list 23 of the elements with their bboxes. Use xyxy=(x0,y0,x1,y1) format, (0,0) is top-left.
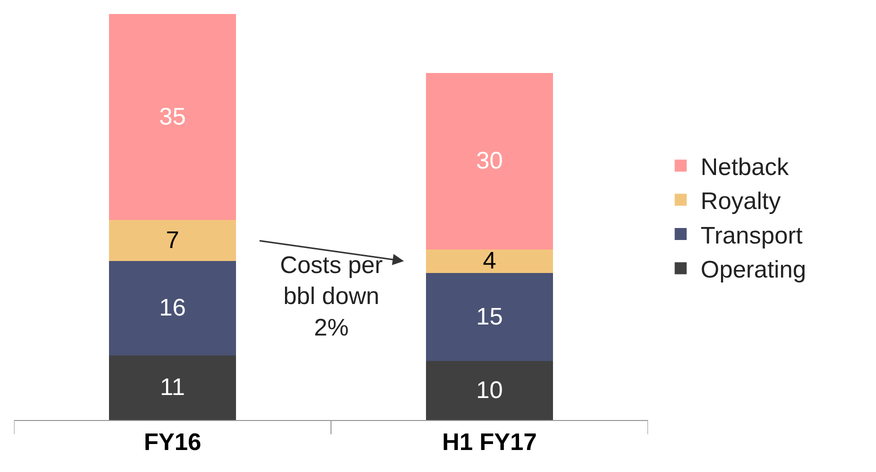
data-label: 7 xyxy=(166,227,180,254)
data-label: 35 xyxy=(159,103,186,130)
data-label: 15 xyxy=(476,304,503,331)
data-label: 16 xyxy=(159,294,186,322)
bar xyxy=(109,355,236,420)
data-label: 4 xyxy=(482,248,496,275)
legend-label: Operating xyxy=(700,256,806,284)
x-tick-label: H1 FY17 xyxy=(442,428,537,456)
bar xyxy=(109,220,236,262)
bar xyxy=(426,249,553,273)
data-label: 11 xyxy=(160,374,185,402)
bar xyxy=(109,261,236,356)
legend-label: Netback xyxy=(700,154,790,181)
legend-label: Royalty xyxy=(700,188,781,216)
bar xyxy=(426,72,553,250)
legend-label: Transport xyxy=(700,222,803,250)
data-label: 30 xyxy=(476,148,503,175)
bar xyxy=(426,272,553,362)
x-tick-label: FY16 xyxy=(144,428,202,456)
bar xyxy=(426,361,553,420)
bar xyxy=(109,14,236,220)
data-label: 10 xyxy=(476,377,503,404)
annotation: Costs per bbl down 2% xyxy=(280,252,383,342)
